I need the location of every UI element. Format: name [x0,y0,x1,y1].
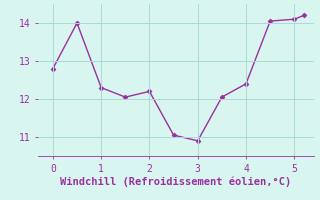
X-axis label: Windchill (Refroidissement éolien,°C): Windchill (Refroidissement éolien,°C) [60,176,292,187]
